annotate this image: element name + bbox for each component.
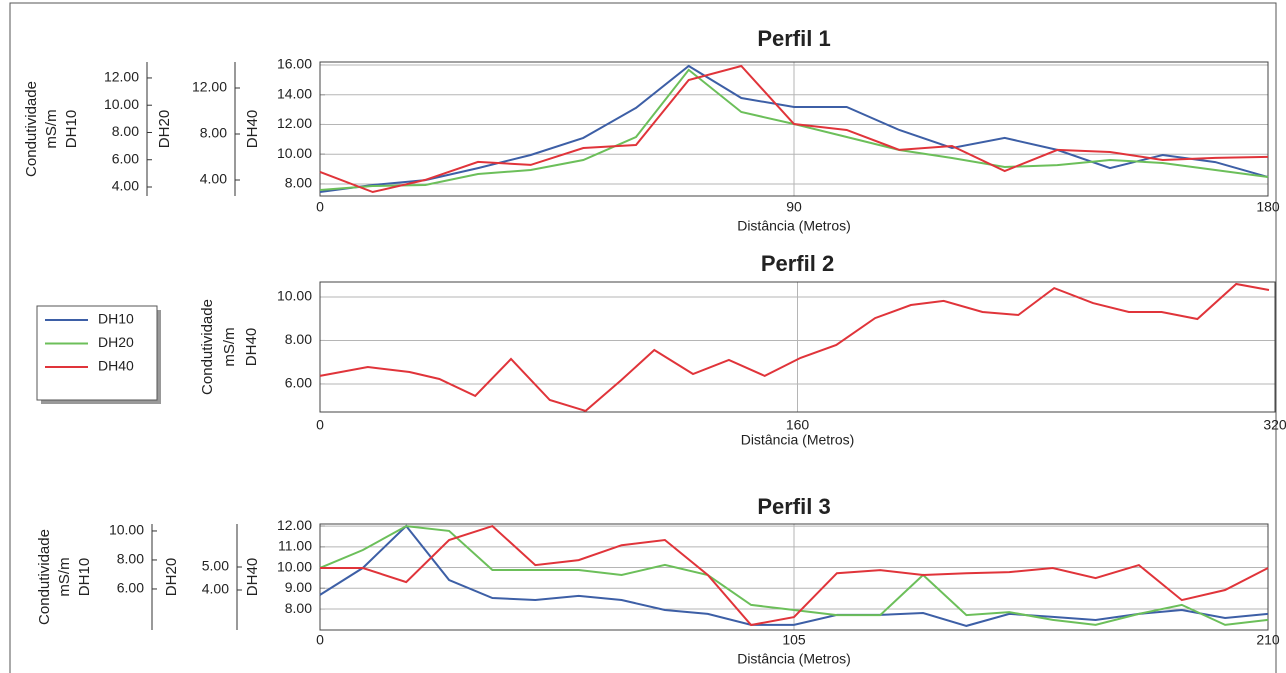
x-tick-label: 0 (316, 632, 324, 648)
y-tick-label: 4.00 (202, 581, 229, 597)
y-tick-label: 8.00 (112, 123, 139, 139)
y-tick-label: 12.00 (277, 115, 312, 131)
data-line (319, 525, 1269, 626)
data-line (320, 524, 1269, 627)
y-tick-label: 8.00 (117, 551, 144, 567)
y-tick-label: 9.00 (285, 579, 312, 595)
y-tick-label: 6.00 (112, 150, 139, 166)
y-tick-label: 4.00 (200, 171, 227, 187)
y-axis-label: DH10 (63, 110, 80, 148)
plot-frame (319, 281, 1276, 413)
frame (9, 2, 1277, 673)
legend-box (36, 305, 158, 401)
x-tick-label: 180 (1256, 199, 1280, 215)
y-axis-label: Condutividade (23, 81, 40, 177)
y-tick-label: 10.00 (277, 288, 312, 304)
y-axis-label: Condutividade (36, 529, 53, 625)
y-tick-label: 10.00 (109, 522, 144, 538)
y-tick-label: 12.00 (192, 79, 227, 95)
y-axis-label: mS/m (221, 327, 238, 366)
y-tick-label: 4.00 (112, 178, 139, 194)
y-axis-label: DH10 (76, 558, 93, 596)
y-tick-label: 10.00 (277, 145, 312, 161)
plot-frame (319, 523, 1269, 631)
y-tick-label: 16.00 (277, 56, 312, 72)
data-line (319, 524, 1269, 627)
y-tick-label: 8.00 (285, 600, 312, 616)
y-tick-label: 14.00 (277, 85, 312, 101)
x-tick-label: 210 (1256, 632, 1280, 648)
x-tick-label: 0 (316, 199, 324, 215)
x-axis-label: Distância (Metros) (741, 432, 855, 448)
y-tick-label: 12.00 (104, 69, 139, 85)
legend-label: DH40 (98, 358, 134, 374)
y-axis-label: DH40 (244, 110, 261, 148)
x-tick-label: 0 (316, 417, 324, 433)
x-tick-label: 160 (786, 417, 810, 433)
plot-frame (319, 61, 1269, 197)
y-axis-label: DH20 (156, 110, 173, 148)
data-line (319, 282, 1270, 413)
y-tick-label: 12.00 (277, 517, 312, 533)
y-tick-label: 8.00 (285, 331, 312, 347)
x-axis-label: Distância (Metros) (737, 218, 851, 234)
x-tick-label: 90 (786, 199, 802, 215)
y-axis-label: DH40 (244, 558, 261, 596)
y-tick-label: 8.00 (285, 175, 312, 191)
chart-title: Perfil 3 (757, 494, 830, 519)
y-axis-label: DH40 (243, 328, 260, 366)
y-axis-label: mS/m (56, 557, 73, 596)
legend-label: DH10 (98, 311, 134, 327)
x-tick-label: 320 (1263, 417, 1286, 433)
data-line (319, 64, 1269, 193)
y-tick-label: 8.00 (200, 125, 227, 141)
y-tick-label: 6.00 (117, 580, 144, 596)
y-tick-label: 10.00 (277, 558, 312, 574)
y-axis-label: mS/m (43, 109, 60, 148)
y-tick-label: 10.00 (104, 96, 139, 112)
data-line (319, 64, 1269, 194)
chart-title: Perfil 1 (757, 26, 830, 51)
chart-title: Perfil 2 (761, 251, 834, 276)
x-axis-label: Distância (Metros) (737, 651, 851, 667)
y-axis-label: DH20 (163, 558, 180, 596)
legend-label: DH20 (98, 334, 134, 350)
y-tick-label: 5.00 (202, 558, 229, 574)
y-tick-label: 11.00 (278, 538, 312, 554)
y-axis-label: Condutividade (199, 299, 216, 395)
y-tick-label: 6.00 (285, 375, 312, 391)
x-tick-label: 105 (782, 632, 806, 648)
